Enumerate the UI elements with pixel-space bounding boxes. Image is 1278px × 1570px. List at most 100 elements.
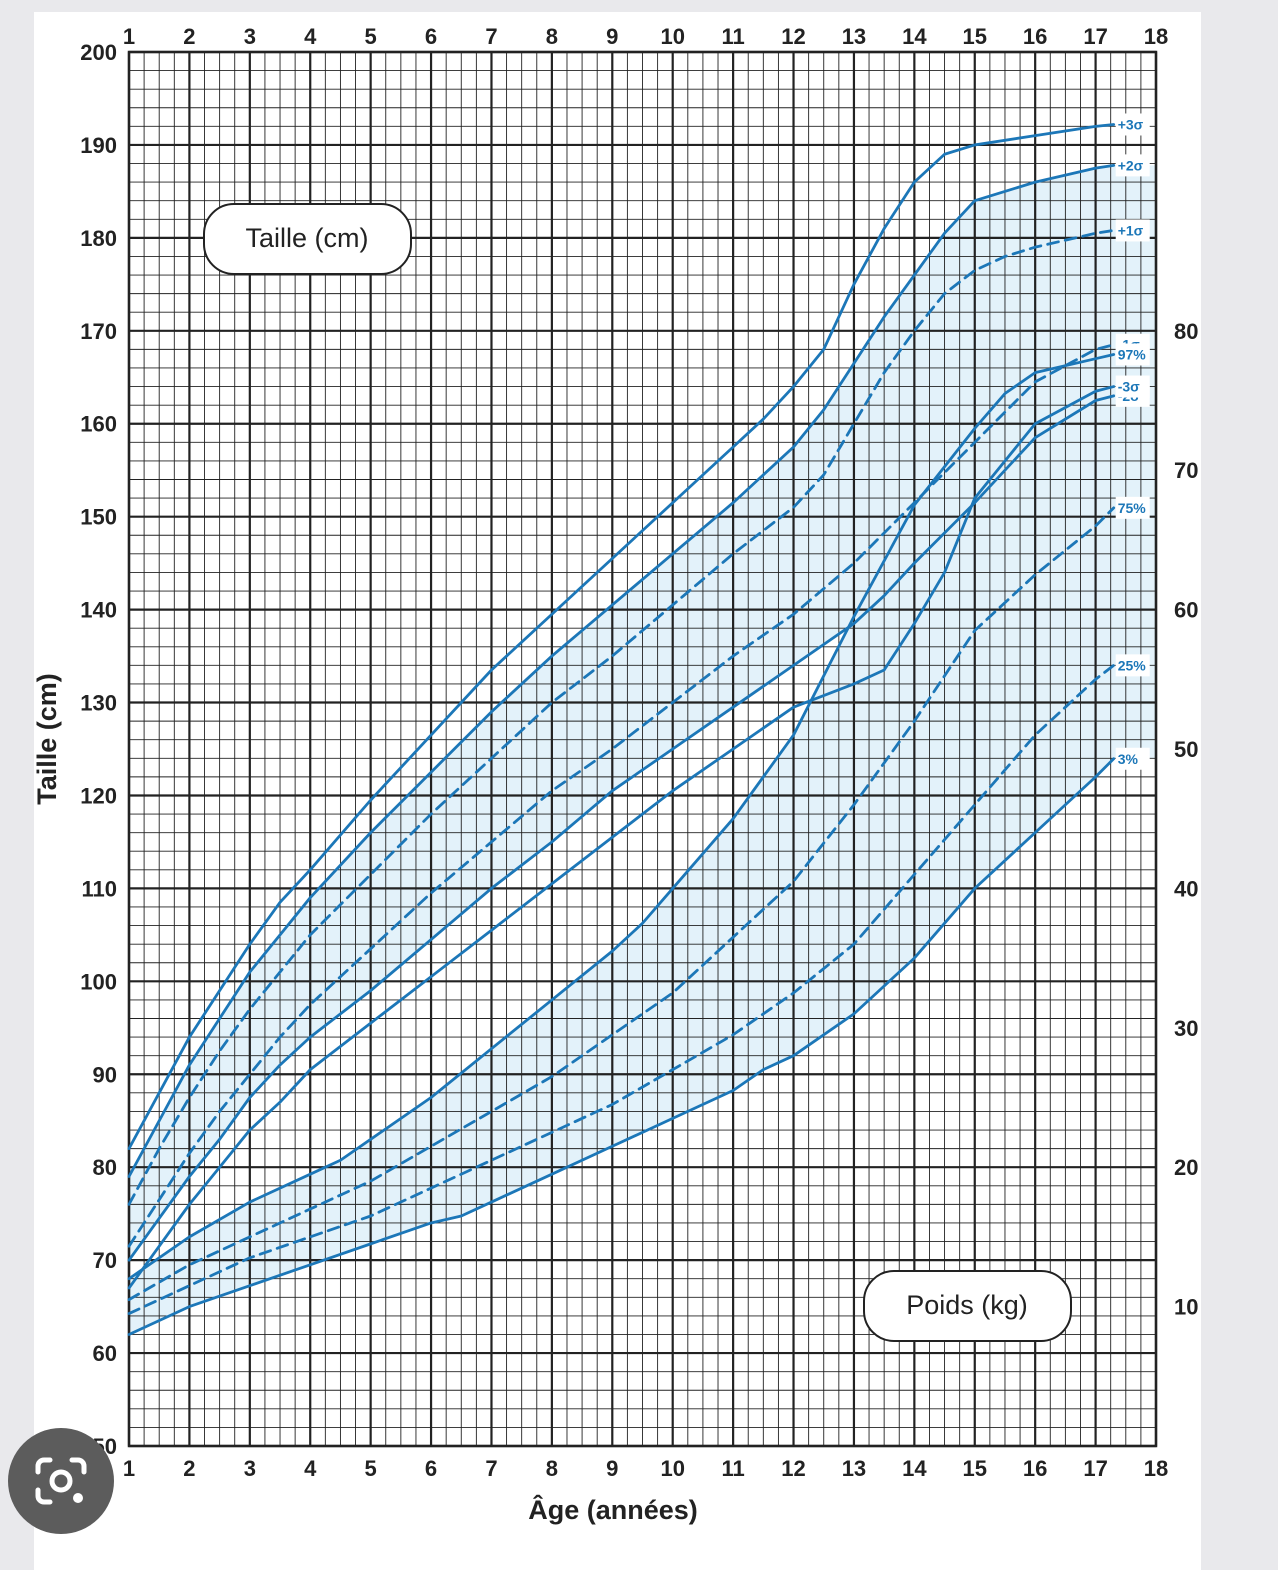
- height-series-label-bg: [1115, 375, 1150, 398]
- plot-frame: [127, 50, 1158, 1448]
- y-tick-right: 80: [1174, 319, 1198, 344]
- y-tick-left: 140: [80, 598, 117, 623]
- height-series-line: [127, 163, 1116, 1178]
- ticks-layer: 1122334455667788991010111112121313141415…: [80, 24, 1198, 1481]
- y-tick-left: 170: [80, 319, 117, 344]
- y-tick-left: 90: [93, 1062, 117, 1087]
- x-tick-bottom: 10: [660, 1456, 684, 1481]
- height-box-frame: [203, 203, 412, 275]
- x-tick-top: 3: [244, 24, 256, 49]
- weight-box: Poids (kg): [863, 1270, 1072, 1342]
- x-tick-bottom: 18: [1144, 1456, 1168, 1481]
- y-tick-left: 80: [93, 1155, 117, 1180]
- height-series-line: [127, 394, 1116, 1262]
- y-tick-right: 20: [1174, 1155, 1198, 1180]
- height-series-label-bg: [1115, 154, 1150, 177]
- x-tick-bottom: 14: [902, 1456, 927, 1481]
- x-tick-bottom: 11: [721, 1456, 744, 1481]
- x-tick-top: 14: [902, 24, 927, 49]
- weight-series-label: 3%: [1118, 751, 1139, 767]
- height-box: Taille (cm): [203, 203, 412, 275]
- y-tick-left: 200: [80, 40, 117, 65]
- y-tick-left: 160: [80, 412, 117, 437]
- x-tick-top: 16: [1023, 24, 1047, 49]
- height-series-label: +3σ: [1118, 116, 1144, 132]
- height-series-line: [127, 123, 1116, 1151]
- x-tick-bottom: 2: [183, 1456, 195, 1481]
- x-tick-top: 17: [1083, 24, 1107, 49]
- x-tick-top: 6: [425, 24, 437, 49]
- x-tick-top: 13: [842, 24, 866, 49]
- y-tick-left: 190: [80, 133, 117, 158]
- x-tick-bottom: 7: [485, 1456, 497, 1481]
- lens-search-button[interactable]: [8, 1428, 114, 1534]
- camera-search-icon: [35, 1457, 87, 1505]
- weight-series-label-bg: [1115, 747, 1150, 770]
- weight-series-label: 25%: [1118, 657, 1147, 673]
- height-series-label-bg: [1115, 113, 1150, 136]
- x-axis-title: Âge (années): [528, 1494, 698, 1525]
- height-series-label: -3σ: [1118, 379, 1140, 395]
- weight-series-label-bg: [1115, 654, 1150, 677]
- weight-series-label: 97%: [1118, 346, 1147, 362]
- x-tick-bottom: 9: [606, 1456, 618, 1481]
- x-tick-bottom: 4: [304, 1456, 317, 1481]
- x-tick-top: 7: [485, 24, 497, 49]
- x-tick-bottom: 8: [546, 1456, 558, 1481]
- height-box-label: Taille (cm): [245, 223, 368, 253]
- x-tick-top: 9: [606, 24, 618, 49]
- x-tick-top: 2: [183, 24, 195, 49]
- y-tick-right: 50: [1174, 737, 1198, 762]
- grid-layer: [127, 50, 1158, 1448]
- x-tick-bottom: 15: [963, 1456, 987, 1481]
- x-tick-top: 5: [365, 24, 377, 49]
- y-tick-left: 70: [93, 1248, 117, 1273]
- y-tick-left: 150: [80, 505, 117, 530]
- weight-box-frame: [863, 1270, 1072, 1342]
- weight-series-line: [127, 757, 1116, 1336]
- height-series-line: [127, 229, 1116, 1206]
- weight-series-label-bg: [1115, 496, 1150, 519]
- x-tick-top: 11: [721, 24, 744, 49]
- y-tick-left: 60: [93, 1341, 117, 1366]
- x-tick-top: 10: [660, 24, 684, 49]
- weight-series-line: [127, 353, 1116, 1281]
- x-tick-bottom: 13: [842, 1456, 866, 1481]
- y-tick-left: 130: [80, 691, 117, 716]
- y-axis-title: Taille (cm): [34, 673, 62, 805]
- weight-series-label-bg: [1115, 343, 1150, 366]
- y-tick-right: 10: [1174, 1295, 1198, 1320]
- x-tick-top: 12: [781, 24, 805, 49]
- x-tick-top: 15: [963, 24, 987, 49]
- x-tick-top: 18: [1144, 24, 1168, 49]
- y-tick-left: 120: [80, 783, 117, 808]
- x-tick-bottom: 5: [365, 1456, 377, 1481]
- height-series-line: [127, 385, 1116, 1290]
- y-tick-right: 70: [1174, 458, 1198, 483]
- height-series-label-bg: [1115, 219, 1150, 242]
- height-series-line: [127, 343, 1116, 1248]
- x-tick-top: 8: [546, 24, 558, 49]
- y-tick-right: 30: [1174, 1016, 1198, 1041]
- height-series-label: +2σ: [1118, 157, 1144, 173]
- x-tick-top: 1: [123, 24, 135, 49]
- height-series-label: +1σ: [1118, 222, 1144, 238]
- weight-box-label: Poids (kg): [906, 1290, 1028, 1320]
- x-tick-bottom: 12: [781, 1456, 805, 1481]
- y-tick-left: 180: [80, 226, 117, 251]
- y-tick-left: 110: [82, 876, 118, 901]
- weight-series-line: [127, 663, 1116, 1315]
- x-tick-bottom: 6: [425, 1456, 437, 1481]
- x-tick-top: 4: [304, 24, 317, 49]
- weight-series-line: [127, 506, 1116, 1302]
- y-tick-left: 100: [80, 969, 117, 994]
- y-tick-right: 40: [1174, 876, 1198, 901]
- x-tick-bottom: 16: [1023, 1456, 1047, 1481]
- x-tick-bottom: 1: [123, 1456, 135, 1481]
- x-tick-bottom: 17: [1083, 1456, 1107, 1481]
- y-tick-right: 60: [1174, 598, 1198, 623]
- weight-series-label: 75%: [1118, 500, 1147, 516]
